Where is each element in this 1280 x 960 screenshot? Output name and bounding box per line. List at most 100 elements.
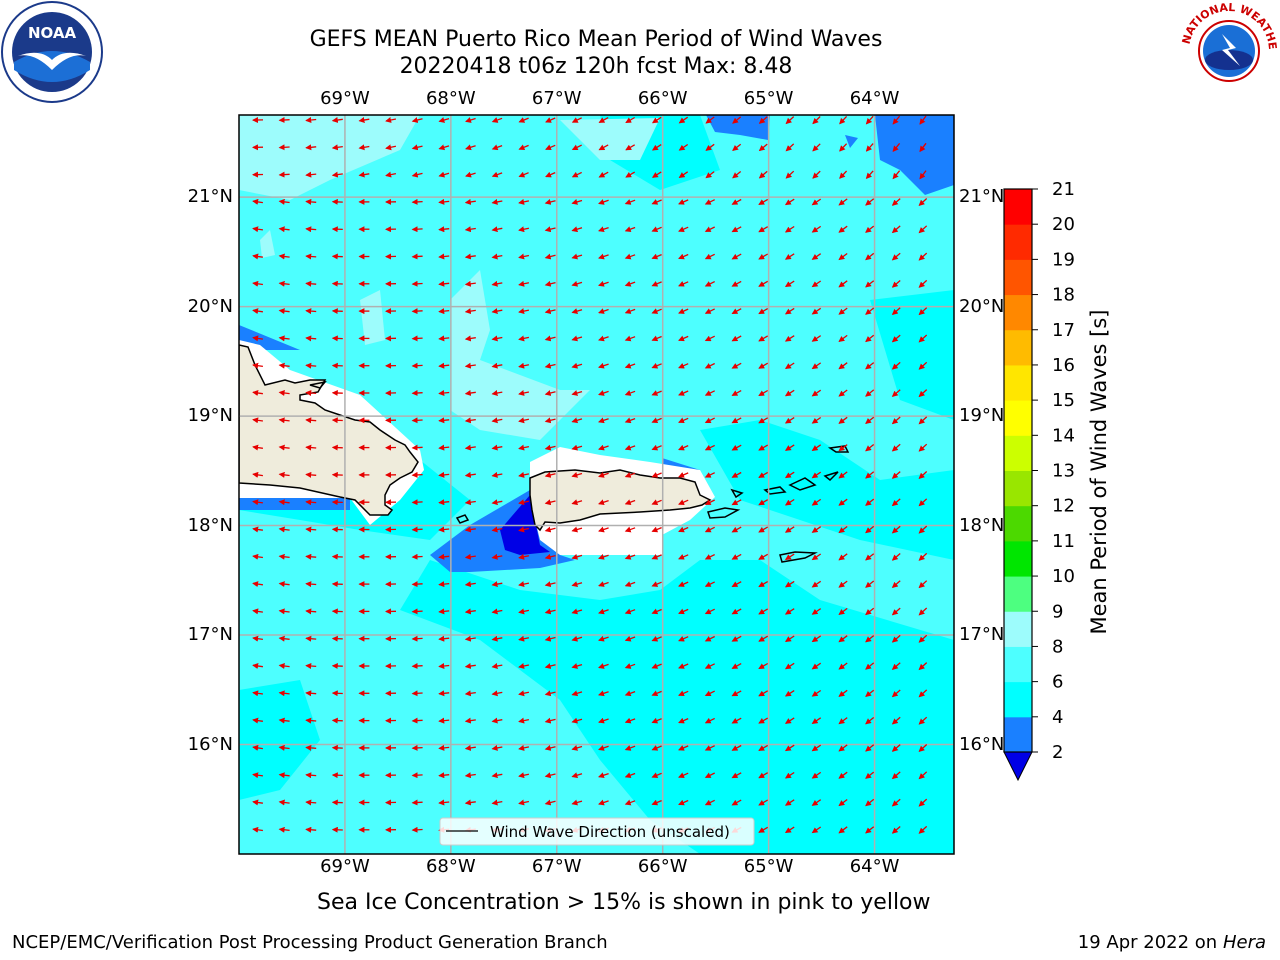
wave-direction-arrow [278, 717, 290, 724]
colorbar-segment [1004, 505, 1032, 542]
wave-direction-arrow [918, 771, 928, 780]
wave-direction-arrow [891, 334, 901, 343]
wave-direction-arrow [838, 689, 848, 697]
wave-direction-arrow [865, 170, 874, 180]
wave-direction-arrow [411, 226, 423, 233]
wave-direction-arrow [571, 717, 583, 724]
wave-direction-arrow [305, 171, 317, 178]
wave-direction-arrow [865, 416, 875, 425]
wave-direction-arrow [305, 826, 317, 833]
wave-direction-arrow [892, 142, 901, 152]
wave-direction-arrow [918, 552, 928, 561]
wave-direction-arrow [464, 772, 476, 779]
map-subtitle: 20220418 t06z 120h fcst Max: 8.48 [399, 54, 793, 79]
wave-direction-arrow [704, 499, 715, 505]
wave-direction-arrow [838, 198, 848, 206]
wind-wave-arrows [252, 115, 928, 834]
wave-direction-arrow [571, 199, 583, 205]
wave-direction-arrow [865, 798, 875, 807]
wave-direction-arrow [464, 499, 476, 506]
wave-direction-arrow [411, 608, 423, 615]
wave-direction-arrow [438, 335, 450, 342]
wave-direction-arrow [918, 443, 928, 452]
wave-direction-arrow [385, 171, 397, 178]
wave-direction-arrow [865, 580, 875, 588]
wave-direction-arrow [892, 170, 901, 180]
colorbar-tick-label: 13 [1052, 461, 1075, 482]
wave-direction-arrow [758, 499, 769, 506]
wave-direction-arrow [838, 444, 848, 452]
wave-direction-arrow [918, 580, 928, 589]
wave-direction-arrow [545, 171, 556, 178]
wave-direction-arrow [865, 115, 874, 125]
colorbar-tick-label: 2 [1052, 742, 1063, 763]
wave-direction-arrow [784, 471, 795, 479]
wave-direction-arrow [518, 417, 530, 424]
wave-direction-arrow [731, 526, 742, 533]
wave-direction-arrow [838, 471, 848, 479]
wave-direction-arrow [464, 717, 476, 724]
wave-direction-arrow [518, 144, 529, 151]
wave-direction-arrow [678, 417, 689, 424]
wave-direction-arrow [891, 280, 901, 288]
wave-direction-arrow [865, 389, 875, 397]
wave-direction-arrow [651, 226, 662, 232]
wave-direction-arrow [571, 171, 582, 178]
wave-direction-arrow [731, 390, 742, 396]
wave-direction-arrow [544, 717, 556, 724]
wave-direction-arrow [624, 663, 636, 669]
wave-direction-arrow [438, 499, 450, 506]
wave-direction-arrow [678, 335, 689, 342]
wave-direction-arrow [704, 308, 715, 314]
wave-direction-arrow [598, 171, 609, 178]
wave-direction-arrow [252, 744, 263, 751]
wave-direction-arrow [918, 798, 928, 807]
wave-direction-arrow [891, 525, 901, 534]
wave-direction-arrow [465, 171, 476, 178]
wave-direction-arrow [518, 171, 529, 178]
wave-direction-arrow [278, 581, 290, 588]
wave-direction-arrow [252, 308, 263, 315]
wave-direction-arrow [518, 690, 530, 697]
wave-direction-arrow [518, 635, 530, 642]
wave-direction-arrow [732, 143, 742, 152]
wave-direction-arrow [705, 116, 715, 124]
wave-direction-arrow [545, 144, 556, 151]
wave-direction-arrow [624, 553, 636, 560]
wave-direction-arrow [811, 389, 822, 397]
wave-direction-arrow [838, 607, 848, 616]
wave-direction-arrow [624, 472, 636, 478]
wave-direction-arrow [678, 799, 689, 806]
wave-direction-arrow [411, 308, 423, 315]
wave-direction-arrow [544, 799, 556, 806]
wave-direction-arrow [491, 799, 503, 806]
wave-direction-arrow [598, 772, 609, 779]
colorbar: 2 4 6 8 9 10 11 12 13 14 15 16 17 18 19 20 21 [1003, 179, 1075, 782]
wave-direction-arrow [678, 281, 689, 287]
wave-direction-arrow [812, 116, 821, 125]
wave-direction-arrow [518, 608, 530, 615]
wave-direction-arrow [544, 308, 556, 315]
wave-direction-arrow [865, 307, 875, 315]
wave-direction-arrow [598, 581, 609, 587]
wave-direction-arrow [838, 771, 848, 779]
wave-direction-arrow [625, 171, 636, 178]
wave-direction-arrow [464, 690, 476, 697]
wave-direction-arrow [784, 690, 795, 697]
wave-direction-arrow [278, 444, 290, 451]
wave-direction-arrow [544, 226, 556, 233]
wave-direction-arrow [252, 362, 263, 369]
wave-direction-arrow [571, 745, 583, 751]
wave-direction-arrow [278, 417, 290, 424]
wave-direction-arrow [598, 608, 609, 615]
wave-direction-arrow [891, 771, 901, 780]
wave-direction-arrow [464, 608, 476, 615]
wave-direction-arrow [651, 144, 662, 151]
wave-direction-arrow [438, 690, 450, 697]
wave-direction-arrow [571, 635, 583, 642]
wave-direction-arrow [678, 554, 689, 560]
wave-direction-arrow [252, 444, 263, 451]
wave-direction-arrow [571, 608, 583, 615]
colorbar-segment [1004, 681, 1032, 718]
